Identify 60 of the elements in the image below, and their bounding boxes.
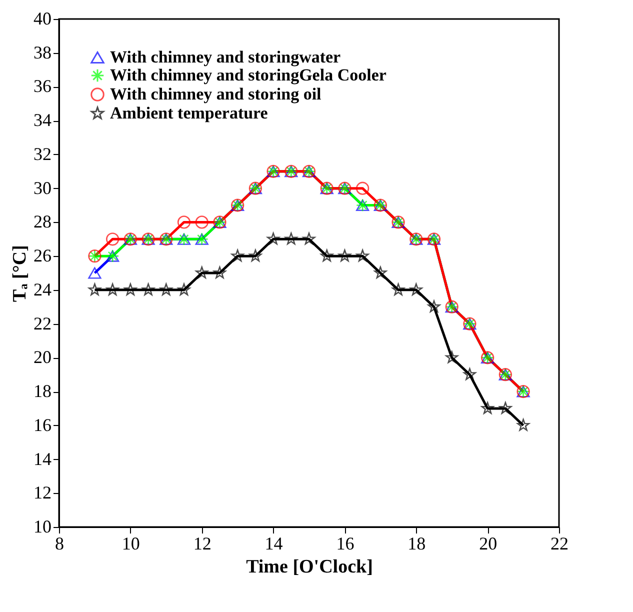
x-tick-label: 18	[408, 534, 426, 554]
y-tick-label: 38	[34, 42, 52, 62]
point	[106, 283, 119, 296]
y-tick-label: 18	[34, 381, 52, 402]
point	[284, 232, 298, 245]
x-tick-label: 22	[550, 534, 568, 554]
y-tick-label: 34	[34, 110, 52, 130]
point	[267, 232, 280, 245]
point	[517, 418, 530, 431]
point	[499, 402, 512, 414]
x-tick-label: 8	[55, 534, 64, 554]
legend-label: With chimney and storing oil	[110, 84, 322, 104]
y-tick-label: 16	[34, 414, 52, 435]
point	[410, 283, 422, 296]
point	[213, 266, 226, 278]
y-tick-label: 32	[34, 144, 52, 164]
point	[481, 402, 494, 414]
point	[195, 216, 208, 229]
legend-label: With chimney and storingwater	[110, 48, 342, 66]
point	[88, 283, 101, 296]
x-tick-label: 10	[122, 534, 140, 554]
point	[356, 250, 369, 262]
point	[338, 250, 351, 262]
point	[106, 232, 120, 246]
point	[446, 351, 458, 364]
y-tick-label: 22	[34, 313, 52, 334]
y-tick-label: 36	[34, 76, 52, 96]
point	[88, 267, 102, 279]
y-tick-label: 12	[34, 482, 52, 503]
y-tick-label: 10	[34, 516, 52, 536]
point	[249, 250, 262, 262]
x-axis-title: Time [O'Clock]	[246, 556, 373, 578]
point	[356, 182, 370, 195]
point	[392, 283, 405, 296]
y-tick-label: 20	[34, 347, 52, 368]
point	[428, 300, 440, 312]
x-tick-label: 12	[193, 534, 212, 554]
point	[142, 283, 155, 296]
point	[374, 266, 387, 278]
y-tick-label: 28	[34, 212, 52, 232]
y-tick-label: 26	[34, 246, 52, 266]
point	[302, 232, 316, 245]
point	[231, 250, 244, 262]
point	[178, 283, 190, 296]
point	[124, 283, 137, 296]
y-tick-label: 40	[34, 8, 52, 28]
legend-label: Ambient temperature	[110, 104, 268, 122]
point	[463, 368, 476, 380]
y-tick-label: 30	[34, 178, 52, 198]
point	[320, 250, 334, 262]
x-tick-label: 20	[479, 534, 498, 554]
point	[177, 216, 191, 229]
y-tick-label: 14	[34, 448, 52, 469]
y-axis-title: Tₐ [°C]	[10, 245, 30, 302]
point	[196, 266, 208, 278]
y-tick-label: 24	[34, 279, 52, 300]
point	[160, 283, 172, 296]
x-tick-label: 14	[264, 534, 283, 554]
x-tick-label: 16	[336, 534, 354, 554]
legend-label: With chimney and storingGela Cooler	[110, 66, 387, 84]
